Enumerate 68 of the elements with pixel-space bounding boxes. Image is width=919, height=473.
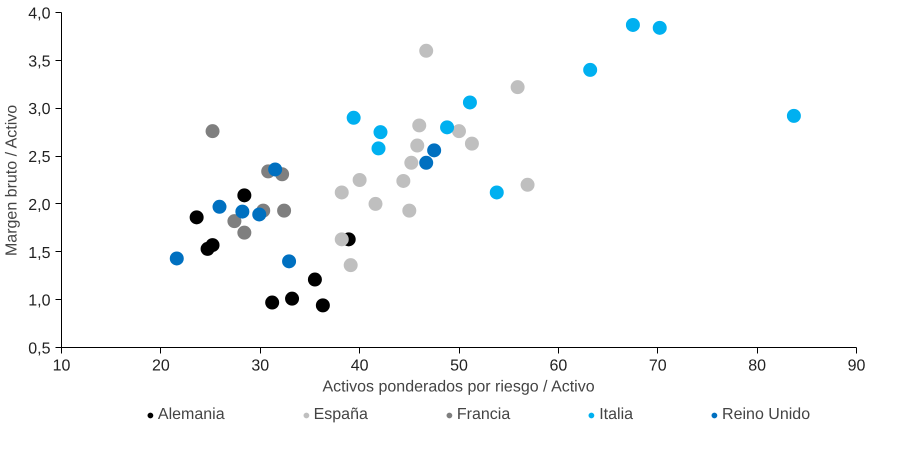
x-axis-title: Activos ponderados por riesgo / Activo	[322, 378, 595, 396]
legend-label: Italia	[599, 406, 634, 424]
y-tick-label: 3,0	[28, 101, 51, 118]
x-tick-label: 50	[450, 358, 468, 374]
legend-label: España	[314, 406, 368, 424]
x-tick-label: 20	[152, 358, 170, 374]
point	[452, 124, 466, 138]
point	[282, 254, 296, 268]
point	[227, 214, 242, 228]
point	[427, 143, 442, 158]
point	[402, 204, 416, 218]
point	[786, 108, 801, 123]
legend-label: Alemania	[158, 406, 225, 424]
point	[419, 156, 434, 170]
legend-label: Francia	[456, 406, 510, 424]
y-tick-label: 2,0	[28, 196, 51, 214]
legend-label: Reino Unido	[722, 406, 810, 424]
y-tick-label: 1,0	[28, 292, 51, 310]
point	[268, 162, 282, 176]
point	[235, 204, 250, 219]
x-tick-label: 80	[748, 358, 766, 374]
point	[368, 196, 383, 211]
y-tick-label: 2,5	[28, 149, 51, 166]
point	[237, 188, 252, 202]
point	[462, 95, 477, 110]
x-tick-label: 40	[350, 358, 369, 374]
point	[410, 138, 424, 153]
point	[652, 20, 667, 35]
y-tick-label: 4,0	[28, 6, 51, 22]
y-axis-title: Margen bruto / Activo	[3, 104, 20, 256]
x-tick-label: 10	[52, 358, 70, 374]
point	[352, 173, 367, 187]
point	[373, 125, 388, 140]
point	[265, 296, 280, 310]
x-tick-label: 60	[549, 358, 568, 374]
point	[170, 252, 184, 266]
point	[334, 185, 349, 200]
point	[237, 226, 252, 240]
point	[419, 44, 434, 58]
point	[344, 258, 358, 272]
point	[334, 232, 349, 246]
y-tick-label: 1,5	[28, 244, 51, 262]
point	[440, 120, 454, 134]
point	[583, 62, 598, 77]
point	[464, 136, 479, 151]
point	[510, 80, 525, 94]
y-tick-label: 3,5	[28, 53, 51, 70]
point	[520, 178, 535, 192]
point	[404, 156, 418, 170]
point	[412, 118, 426, 132]
point	[206, 124, 220, 138]
point	[372, 141, 386, 156]
point	[200, 242, 215, 256]
point	[490, 185, 504, 200]
point	[212, 200, 227, 214]
point	[252, 207, 266, 222]
y-tick-label: 0,5	[28, 340, 51, 358]
x-tick-label: 30	[251, 358, 270, 374]
point	[308, 272, 322, 287]
point	[190, 210, 204, 224]
x-tick-label: 70	[648, 358, 667, 374]
point	[346, 110, 361, 125]
x-tick-label: 90	[848, 358, 866, 374]
point	[316, 298, 330, 312]
point	[285, 292, 300, 306]
point	[396, 174, 410, 188]
point	[277, 204, 292, 218]
point	[626, 18, 640, 32]
